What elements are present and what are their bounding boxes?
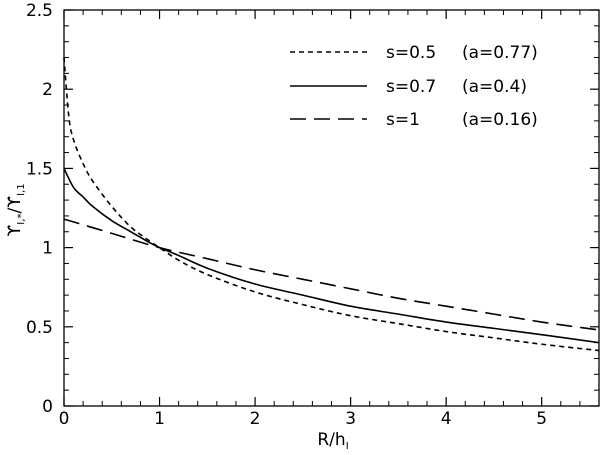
tick-marks [63, 9, 599, 407]
legend-label-1: s=0.5 [386, 43, 436, 63]
y-tick-label: 2 [42, 80, 53, 100]
x-tick-label: 5 [536, 409, 547, 429]
series-line-2 [63, 168, 600, 344]
y-axis-label: ϒI,*/ϒI,1 [5, 183, 27, 236]
series-lines [63, 57, 600, 352]
y-tick-label: 0.5 [26, 318, 53, 338]
y-tick-label: 2.5 [26, 1, 53, 21]
x-tick-label: 2 [250, 409, 261, 429]
x-tick-label: 4 [441, 409, 452, 429]
x-axis-label: R/hI [317, 430, 348, 452]
legend-label-3: s=1 [386, 110, 420, 130]
x-tick-label: 0 [59, 409, 70, 429]
y-tick-label: 0 [42, 397, 53, 417]
legend-param-3: (a=0.16) [462, 110, 538, 130]
legend: s=0.5 (a=0.77) s=0.7 (a=0.4) s=1 (a=0.16) [290, 43, 538, 130]
y-tick-labels: 0 0.5 1 1.5 2 2.5 [26, 1, 53, 417]
plot-frame [63, 9, 600, 407]
legend-param-1: (a=0.77) [462, 43, 538, 63]
y-tick-label: 1 [42, 239, 53, 259]
series-line-1 [63, 57, 600, 352]
series-line-3 [63, 218, 600, 331]
legend-param-2: (a=0.4) [462, 77, 527, 97]
x-tick-label: 3 [345, 409, 356, 429]
x-tick-labels: 0 1 2 3 4 5 [59, 409, 548, 429]
y-tick-label: 1.5 [26, 159, 53, 179]
legend-label-2: s=0.7 [386, 77, 436, 97]
x-tick-label: 1 [154, 409, 165, 429]
